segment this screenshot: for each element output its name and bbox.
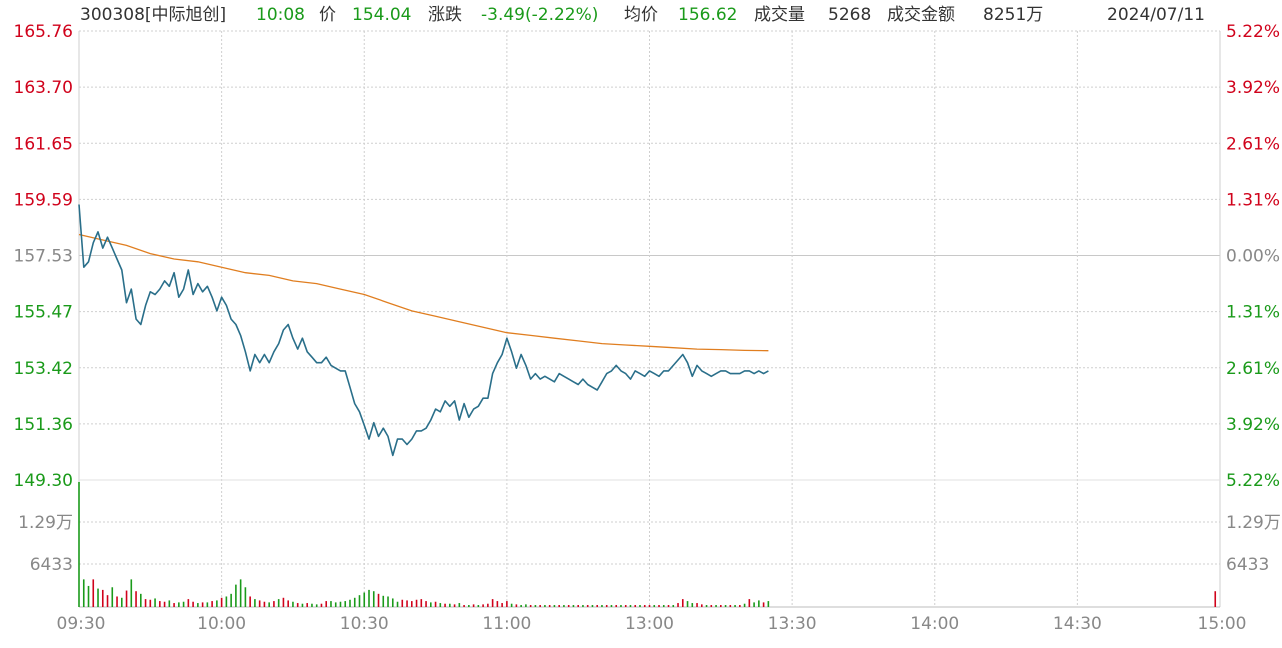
volume-tick-left: 1.29万 <box>18 513 73 533</box>
y-tick-right: 3.92% <box>1226 78 1280 98</box>
x-tick: 11:00 <box>482 614 531 634</box>
x-tick: 10:30 <box>340 614 389 634</box>
quote-header: 300308[中际旭创] 10:08 价 154.04 涨跌 -3.49(-2.… <box>0 0 1282 30</box>
y-tick-left: 159.59 <box>14 190 73 210</box>
avg-price-value: 156.62 <box>678 5 738 25</box>
volume-tick-left: 6433 <box>30 555 73 575</box>
change-label: 涨跌 <box>428 5 462 25</box>
price-label: 价 <box>319 5 336 25</box>
price-line <box>78 204 769 457</box>
x-tick: 13:00 <box>625 614 674 634</box>
x-tick: 14:30 <box>1053 614 1102 634</box>
avg-price-line <box>78 233 769 352</box>
volume-value: 5268 <box>828 5 872 25</box>
volume-tick-right: 6433 <box>1226 555 1269 575</box>
y-tick-left: 163.70 <box>14 78 73 98</box>
y-tick-right: 0.00% <box>1226 247 1280 267</box>
y-tick-left: 149.30 <box>14 471 73 491</box>
y-tick-right: 1.31% <box>1226 303 1280 323</box>
y-tick-left: 151.36 <box>14 415 73 435</box>
x-tick: 10:00 <box>197 614 246 634</box>
change-value: -3.49(-2.22%) <box>481 5 599 25</box>
avg-price-label: 均价 <box>624 5 658 25</box>
amount-label: 成交金额 <box>887 5 955 25</box>
y-tick-right: 2.61% <box>1226 359 1280 379</box>
price-value: 154.04 <box>352 5 412 25</box>
y-tick-left: 155.47 <box>14 303 73 323</box>
y-tick-left: 157.53 <box>14 247 73 267</box>
volume-tick-right: 1.29万 <box>1226 513 1281 533</box>
y-tick-left: 161.65 <box>14 134 73 154</box>
x-tick: 15:00 <box>1198 614 1247 634</box>
y-tick-right: 2.61% <box>1226 134 1280 154</box>
y-tick-right: 3.92% <box>1226 415 1280 435</box>
quote-time: 10:08 <box>256 5 305 25</box>
y-tick-left: 165.76 <box>14 22 73 42</box>
quote-date: 2024/07/11 <box>1107 5 1205 25</box>
x-tick: 09:30 <box>57 614 106 634</box>
y-tick-right: 1.31% <box>1226 190 1280 210</box>
x-tick: 14:00 <box>910 614 959 634</box>
stock-code-name: 300308[中际旭创] <box>80 5 227 25</box>
y-tick-right: 5.22% <box>1226 22 1280 42</box>
y-tick-right: 5.22% <box>1226 471 1280 491</box>
y-tick-left: 153.42 <box>14 359 73 379</box>
volume-label: 成交量 <box>754 5 805 25</box>
amount-value: 8251万 <box>983 5 1044 25</box>
x-tick: 13:30 <box>768 614 817 634</box>
